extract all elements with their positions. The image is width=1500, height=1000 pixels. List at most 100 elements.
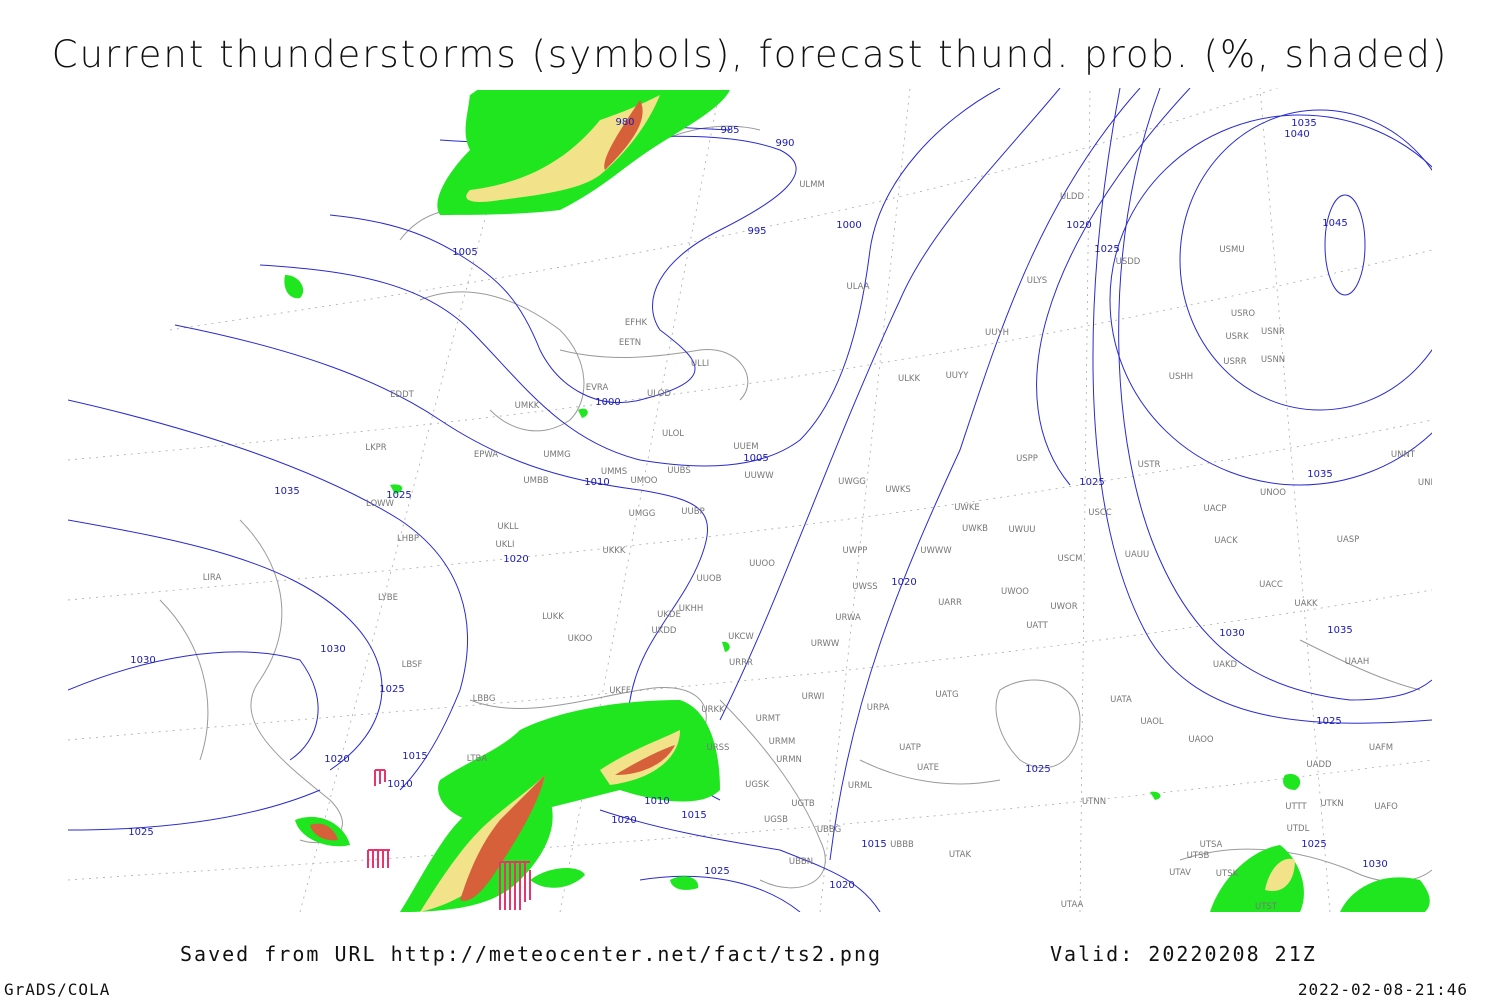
isobar-label: 1000 [595,397,620,408]
isobar-label: 1005 [452,247,477,258]
isobar-label: 1015 [861,839,886,850]
station-code: UKCW [728,632,754,642]
station-code: UWSS [852,582,877,592]
isobar-label: 1020 [503,554,528,565]
station-code: UBBN [789,857,813,867]
isobar-label: 1000 [836,220,861,231]
isobar-label: 1025 [1025,764,1050,775]
station-code: USCM [1058,554,1083,564]
isobar-label: 980 [615,117,634,128]
station-code: USTR [1138,460,1161,470]
station-code: UTKN [1320,799,1343,809]
station-code: ULMM [799,180,825,190]
isobar-label: 1020 [611,815,636,826]
station-code: UAAH [1345,657,1369,667]
graticule [68,88,1432,912]
isobar-label: 1025 [1079,477,1104,488]
station-code: EDDT [390,390,414,400]
isobar-label: 990 [775,138,794,149]
station-code: URPA [867,703,890,713]
station-code: USRO [1231,309,1256,319]
station-code: UUOO [749,559,775,569]
station-code: URML [848,781,872,791]
isobar-label: 1025 [386,490,411,501]
station-code: LTBA [467,754,488,764]
station-code: UTAK [949,850,972,860]
station-code: UWOR [1050,602,1077,612]
isobar-label: 1010 [584,477,609,488]
isobar-label: 985 [720,125,739,136]
isobar-label: 1025 [379,684,404,695]
station-code: LHBP [397,534,419,544]
station-code: UATT [1026,621,1048,631]
valid-time: Valid: 20220208 21Z [1050,942,1317,966]
station-code: UGTB [791,799,815,809]
station-code: UKDE [657,610,681,620]
station-code: UACC [1259,580,1283,590]
isobar-label: 1030 [1219,628,1244,639]
isobar-label: 1040 [1284,129,1309,140]
station-code: LOWW [366,499,395,509]
station-code: UKDD [652,626,677,636]
station-code: UAFO [1374,802,1398,812]
station-code: LUKK [542,612,564,622]
station-code: UACP [1204,504,1227,514]
station-code: UBBB [890,840,914,850]
station-code: UWKS [885,485,911,495]
station-code: ULYS [1027,276,1047,286]
station-code: URKK [701,705,725,715]
station-code: USRK [1225,332,1249,342]
station-code: ULAA [846,282,869,292]
isobar-label: 1020 [324,754,349,765]
station-code: UADD [1306,760,1332,770]
thunder-symbols [367,769,531,910]
station-code: EVRA [586,383,609,393]
station-code: UNNT [1391,450,1416,460]
isobar-label: 995 [747,226,766,237]
station-code: UTTT [1285,802,1307,812]
station-code: UAKD [1213,660,1238,670]
isobar-label: 1010 [387,779,412,790]
isobar-label: 1020 [1066,220,1091,231]
station-code: UTSK [1216,869,1239,879]
station-code: USPP [1016,454,1038,464]
station-code: UUBS [667,466,691,476]
station-code: URWW [811,639,840,649]
isobar-label: 1045 [1322,218,1347,229]
isobar-label: 1025 [1316,716,1341,727]
isobar-label: 1030 [130,655,155,666]
station-code: USHH [1169,372,1193,382]
station-code: UMGG [629,509,656,519]
station-code: UUBP [681,507,704,517]
isobar-label: 1010 [644,796,669,807]
station-code: UKHH [679,604,704,614]
station-code: EETN [619,338,641,348]
title: Current thunderstorms (symbols), forecas… [52,33,1449,76]
station-code: UATP [899,743,921,753]
station-code: ULDD [1060,192,1085,202]
station-code: UGSB [764,815,788,825]
station-code: UUEM [733,442,758,452]
station-code: USNR [1261,327,1285,337]
station-code: UTNN [1082,797,1106,807]
station-code: UMBB [523,476,548,486]
isobar-label: 1025 [704,866,729,877]
station-code: ULOL [662,429,684,439]
map-labels: ULMM ULDD USDD USMU ULAA ULLI EFHK EETN EVRA ULOD… [128,117,1442,912]
station-code: UACK [1214,536,1238,546]
isobar-label: 1030 [320,644,345,655]
station-code: UTSB [1187,851,1210,861]
station-code: URWA [835,613,861,623]
station-code: UKLI [495,540,514,550]
station-code: UATG [935,690,958,700]
station-code: USDD [1116,257,1141,267]
station-code: UAFM [1369,743,1393,753]
station-code: ULOD [647,389,671,399]
station-code: UNBB [1418,478,1442,488]
saved-url: Saved from URL http://meteocenter.net/fa… [180,942,882,966]
station-code: UGSK [745,780,769,790]
station-code: UMOO [631,476,658,486]
station-code: UMMS [601,467,627,477]
station-code: UTAV [1169,868,1191,878]
